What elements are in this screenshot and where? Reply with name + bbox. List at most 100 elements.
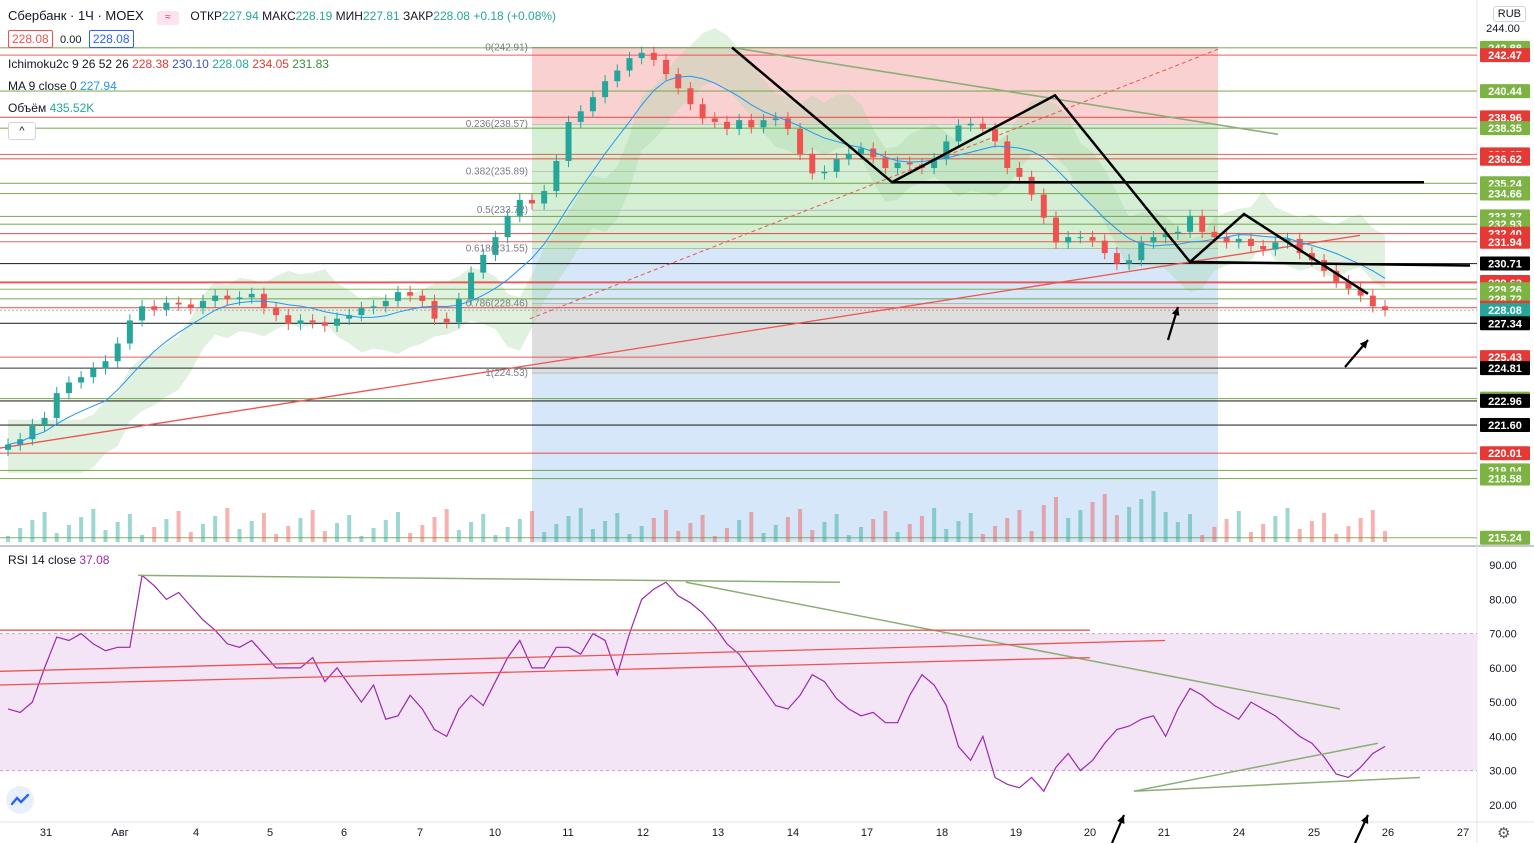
- candle: [870, 148, 877, 158]
- candle: [723, 121, 730, 130]
- ichimoku-cloud: [8, 28, 1385, 473]
- tradingview-logo-icon[interactable]: [6, 786, 34, 814]
- candle: [1126, 260, 1133, 264]
- volume-bar: [554, 524, 559, 542]
- candle: [565, 121, 572, 161]
- volume-bar: [1236, 511, 1241, 542]
- price-label-bg: [1480, 151, 1530, 166]
- volume-bar: [298, 518, 303, 542]
- price-label: 238.35: [1488, 123, 1522, 135]
- falling-resistance: [731, 46, 1279, 136]
- rsi-red-line-3: [0, 656, 1091, 686]
- volume-bar: [1114, 515, 1119, 542]
- volume-bar: [895, 532, 900, 542]
- compare-icon[interactable]: ≈: [157, 11, 180, 25]
- candle: [626, 58, 633, 71]
- rsi-tick: 30.00: [1489, 766, 1517, 778]
- volume-bar: [651, 518, 656, 542]
- volume-bar: [432, 517, 437, 542]
- legend-ma[interactable]: MA 9 close 0 227.94: [8, 79, 117, 93]
- ask-box[interactable]: 228.08: [88, 30, 134, 48]
- legend-ichimoku[interactable]: Ichimoku2c 9 26 52 26 228.38 230.10 228.…: [8, 57, 329, 71]
- candle: [1028, 176, 1035, 195]
- candle: [711, 118, 718, 122]
- volume-bar: [627, 534, 632, 542]
- candle: [1333, 270, 1340, 282]
- price-axis[interactable]: 244.00242.88242.47240.44238.96238.35236.…: [1480, 23, 1530, 545]
- candle: [894, 162, 901, 169]
- candle: [407, 292, 414, 296]
- legend-volume[interactable]: Объём 435.52K: [8, 101, 94, 115]
- candle: [736, 120, 743, 130]
- price-label-bg: [1480, 48, 1530, 63]
- volume-bar: [30, 520, 35, 542]
- volume-bar: [420, 525, 425, 542]
- volume-bar: [1102, 494, 1107, 542]
- fib-label: 0.382(235.89): [466, 167, 528, 178]
- legend-rsi[interactable]: RSI 14 close 37.08: [8, 553, 109, 567]
- volume-bar: [115, 522, 120, 542]
- rsi-falling-line: [685, 581, 1341, 710]
- volume-bar: [176, 511, 181, 542]
- fib-zone: [532, 47, 1218, 125]
- time-tick: 5: [267, 827, 273, 839]
- candle: [199, 300, 206, 309]
- high-value: 228.19: [295, 9, 333, 23]
- volume-bar: [1151, 491, 1156, 542]
- candle: [370, 306, 377, 309]
- candle: [1052, 217, 1059, 243]
- volume-bar: [883, 511, 888, 542]
- volume-bar: [1005, 518, 1010, 542]
- volume-bar: [383, 520, 388, 542]
- time-axis[interactable]: 31 Авг 4 5 6 7 10 11 12 13 14 17 18 19 20 21 24 25 26 27: [40, 827, 1469, 839]
- volume-bar: [664, 510, 669, 542]
- currency-badge[interactable]: RUB: [1492, 6, 1526, 22]
- price-label-bg: [1480, 418, 1530, 433]
- candle: [90, 368, 97, 378]
- trend-lines[interactable]: [0, 46, 1361, 449]
- rsi-band: [0, 633, 1477, 771]
- price-label: 236.62: [1488, 154, 1522, 166]
- rsi-tick: 20.00: [1489, 800, 1517, 812]
- settings-gear-icon[interactable]: ⚙: [1497, 825, 1511, 842]
- volume-bar: [286, 526, 291, 542]
- rsi-value: 37.08: [79, 553, 110, 567]
- bid-box[interactable]: 228.08: [8, 30, 53, 48]
- candle: [492, 237, 499, 255]
- price-label-bg: [1480, 234, 1530, 249]
- time-tick: 27: [1457, 827, 1469, 839]
- time-tick: 4: [193, 827, 199, 839]
- candle: [979, 123, 986, 130]
- volume-bar: [700, 515, 705, 542]
- candle: [151, 306, 158, 310]
- rsi-support-rising: [1133, 742, 1379, 792]
- price-label: 231.94: [1488, 237, 1523, 249]
- price-label-bg: [1480, 186, 1530, 201]
- volume-bar: [1261, 524, 1266, 542]
- ichimoku-span-b: 231.83: [292, 57, 329, 71]
- volume-bar: [1297, 529, 1302, 542]
- candle: [5, 444, 11, 450]
- rsi-pane: 90.00 80.00 70.00 60.00 50.00 40.00 30.00 20.00: [0, 560, 1517, 812]
- pattern-drawings[interactable]: [731, 46, 1471, 295]
- volume-bar: [140, 535, 145, 542]
- volume-bar: [871, 519, 876, 542]
- volume-bar: [639, 526, 644, 542]
- volume-bar: [1334, 534, 1339, 542]
- symbol-title[interactable]: Сбербанк · 1Ч · MOEX: [8, 8, 144, 23]
- volume-bar: [322, 531, 327, 542]
- volume-bar: [724, 528, 729, 542]
- time-tick: 19: [1010, 827, 1022, 839]
- volume-bar: [859, 527, 864, 542]
- candle: [285, 315, 292, 324]
- candle: [1235, 238, 1242, 243]
- candle: [53, 393, 60, 418]
- fib-label: 0.786(228.46): [466, 298, 528, 309]
- collapse-legend-button[interactable]: ^: [8, 122, 36, 140]
- volume-bar: [944, 529, 949, 542]
- volume-bar: [529, 511, 534, 542]
- ichimoku-label: Ichimoku2c 9 26 52 26: [8, 57, 129, 71]
- time-tick: 31: [40, 827, 52, 839]
- candle: [1077, 237, 1084, 239]
